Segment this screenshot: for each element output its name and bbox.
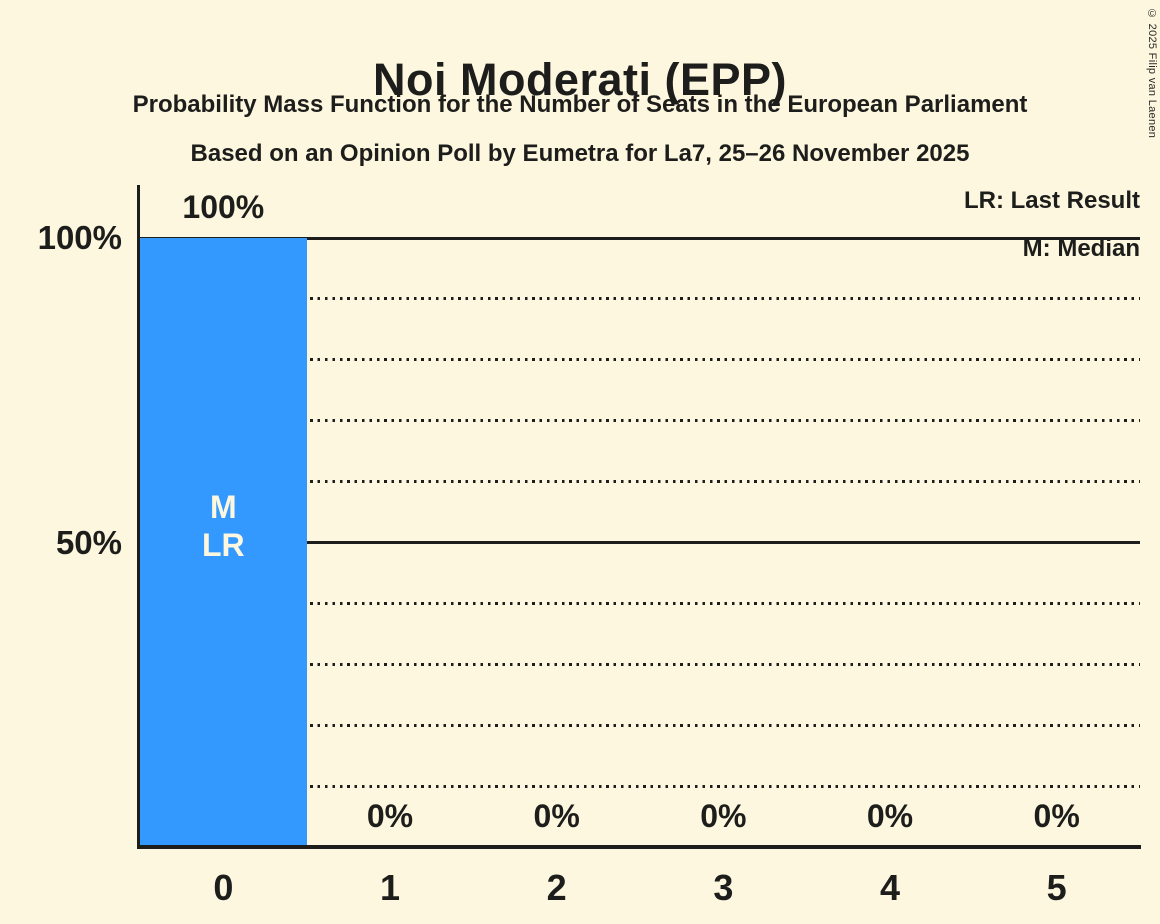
x-axis-label-5: 5 (1046, 867, 1067, 908)
chart-title: Noi Moderati (EPP) (372, 54, 788, 106)
plot-area: M LR 100% 0% 0% 0% 0% 0% (140, 189, 1140, 847)
gridline-40pct (140, 601, 1140, 605)
copyright-notice: © 2025 Filip van Laenen (1146, 8, 1158, 139)
y-axis-line (137, 185, 140, 849)
y-axis-label-50pct: 50% (55, 523, 122, 561)
x-axis-baseline (137, 845, 1141, 849)
bar-seats-0: M LR (140, 238, 307, 847)
gridline-90pct (140, 297, 1140, 301)
bar-value-label-4: 0% (866, 798, 914, 834)
gridline-50pct (140, 541, 1140, 544)
chart-legend: LR: Last Result M: Median (964, 186, 1140, 263)
gridline-70pct (140, 419, 1140, 423)
gridline-30pct (140, 662, 1140, 666)
x-axis-label-3: 3 (713, 867, 734, 908)
bar-annotation-0: M LR (140, 488, 307, 564)
chart-subtitle: Probability Mass Function for the Number… (132, 91, 1028, 118)
gridline-60pct (140, 480, 1140, 484)
x-axis-label-0: 0 (213, 867, 234, 908)
y-axis-label-100pct: 100% (37, 219, 122, 256)
bar-value-label-0: 100% (182, 189, 265, 225)
bar-value-label-5: 0% (1033, 798, 1080, 834)
chart-source-line: Based on an Opinion Poll by Eumetra for … (190, 140, 970, 167)
x-axis-label-2: 2 (546, 867, 567, 908)
bar-annotation-lr: LR (202, 527, 245, 563)
bar-value-label-3: 0% (700, 798, 747, 834)
x-axis-label-1: 1 (379, 867, 400, 908)
legend-median: M: Median (1022, 235, 1140, 262)
gridline-20pct (140, 723, 1140, 727)
x-axis-label-4: 4 (879, 867, 900, 908)
gridline-100pct (140, 236, 1140, 240)
gridline-10pct (140, 784, 1140, 788)
gridline-80pct (140, 358, 1140, 362)
bar-annotation-m: M (210, 489, 237, 525)
bar-value-label-2: 0% (533, 798, 580, 834)
legend-last-result: LR: Last Result (963, 187, 1140, 214)
bar-value-label-1: 0% (366, 798, 414, 834)
